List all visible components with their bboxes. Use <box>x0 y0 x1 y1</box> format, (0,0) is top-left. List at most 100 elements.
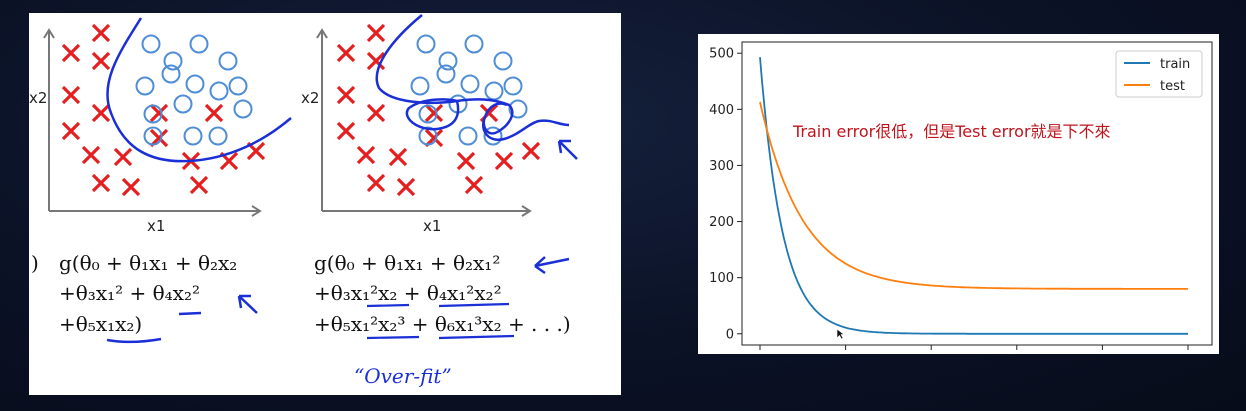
slide-image: x2 x1 x2 x1 ) g(θ₀ + θ₁x₁ + θ₂x₂ +θ₃x₁² … <box>29 13 621 395</box>
formula1-paren: ) <box>31 251 39 275</box>
plot2-circle-mark <box>436 64 456 84</box>
plot2-circle-mark <box>484 81 504 101</box>
formula2-line2: +θ₃x₁²x₂ + θ₄x₁²x₂² <box>314 281 502 305</box>
plot2-circle-mark <box>418 126 438 146</box>
y-tick-label: 300 <box>709 159 734 174</box>
plot1-cross-mark <box>61 85 81 105</box>
plot2-cross-mark <box>521 141 541 161</box>
plot1-circle-mark <box>143 104 163 124</box>
plot2-cross-mark <box>336 43 356 63</box>
plot2-cross-mark <box>366 23 386 43</box>
plot1-cross-mark <box>113 147 133 167</box>
plot1-cross-mark <box>81 145 101 165</box>
y-tick-label: 400 <box>709 103 734 118</box>
plot1-circle-mark <box>135 76 155 96</box>
plot2-circle-mark <box>460 74 480 94</box>
y-tick-label: 0 <box>726 327 734 342</box>
plot2-circle-mark <box>416 34 436 54</box>
plot2-cross-mark <box>456 151 476 171</box>
plot1-cross-mark <box>121 177 141 197</box>
plot2-y-label: x2 <box>301 89 319 107</box>
plot2-cross-mark <box>464 175 484 195</box>
plot2-circle-mark <box>410 76 430 96</box>
series-lines <box>759 57 1188 335</box>
plot2-axes <box>316 28 532 217</box>
plot1-cross-mark <box>91 23 111 43</box>
plot1-circle-mark <box>209 81 229 101</box>
plot1-marks <box>61 23 266 197</box>
y-axis: 0 100 200 300 400 500 <box>709 47 742 342</box>
y-tick-label: 100 <box>709 271 734 286</box>
formula1-line3: +θ₅x₁x₂) <box>59 312 142 336</box>
formula1-underline <box>106 337 162 344</box>
chart-annotation: Train error很低，但是Test error就是下不來 <box>792 122 1111 141</box>
plot1-cross-mark <box>91 173 111 193</box>
plot1-cross-mark <box>189 175 209 195</box>
formula1-arrow <box>237 294 258 314</box>
chart-panel: 0 100 200 300 400 500 train test Train error很… <box>698 34 1219 354</box>
legend: train test <box>1115 50 1203 98</box>
plot1-decision-boundary <box>106 17 292 163</box>
legend-label-train: train <box>1160 57 1190 72</box>
plot2-cross-mark <box>388 147 408 167</box>
series-line-train <box>759 57 1188 335</box>
plot1-x-label: x1 <box>147 217 165 235</box>
formula1-underline-2 <box>178 311 202 316</box>
plot2-decision-boundary <box>375 14 570 142</box>
plot1-circle-mark <box>183 126 203 146</box>
legend-label-test: test <box>1160 79 1185 94</box>
plot2-cross-mark <box>336 121 356 141</box>
plot1-circle-mark <box>173 94 193 114</box>
x-axis <box>759 345 1189 350</box>
plot1-cross-mark <box>149 128 169 148</box>
plot1-y-label: x2 <box>29 89 47 107</box>
plot1-cross-mark <box>91 103 111 123</box>
overfit-illustration: x2 x1 x2 x1 ) g(θ₀ + θ₁x₁ + θ₂x₂ +θ₃x₁² … <box>29 14 578 388</box>
plot2-x-label: x1 <box>423 217 441 235</box>
y-tick-label: 200 <box>709 215 734 230</box>
formula1-line2: +θ₃x₁² + θ₄x₂² <box>59 281 200 305</box>
plot1-circle-mark <box>185 74 205 94</box>
plot1-circle-mark <box>208 126 228 146</box>
plot2-cross-mark <box>356 145 376 165</box>
plot2-circle-mark <box>503 76 523 96</box>
formula2-underlines <box>366 302 515 340</box>
plot2-cross-mark <box>366 51 386 71</box>
overfit-handwriting: “Over-fit” <box>354 364 452 388</box>
plot2-cross-mark <box>396 177 416 197</box>
plot2-cross-mark <box>424 128 444 148</box>
plot1-circle-mark <box>228 76 248 96</box>
plot2-cross-mark <box>366 173 386 193</box>
series-line-test <box>759 101 1188 290</box>
plot1-cross-mark <box>149 103 169 123</box>
plot2-circle-mark <box>438 51 458 71</box>
plot1-circle-mark <box>189 34 209 54</box>
plot1-circle-mark <box>163 51 183 71</box>
plot2-circle-mark <box>464 34 484 54</box>
plot2-marks <box>336 23 541 197</box>
plot1-cross-mark <box>61 43 81 63</box>
plot1-circle-mark <box>218 51 238 71</box>
plot1-circle-mark <box>161 64 181 84</box>
formula2-line3: +θ₅x₁²x₂³ + θ₆x₁³x₂ + . . .) <box>314 312 571 336</box>
plot2-circle-mark <box>508 99 528 119</box>
mouse-cursor-icon <box>836 328 845 340</box>
plot1-axes <box>43 28 262 217</box>
plot1-circle-mark <box>233 99 253 119</box>
plot2-circle-mark <box>483 126 503 146</box>
plot2-circle-mark <box>493 51 513 71</box>
formula2-arrow <box>534 256 570 275</box>
plot2-cross-mark <box>366 103 386 123</box>
plot1-cross-mark <box>61 121 81 141</box>
formula1-line1: g(θ₀ + θ₁x₁ + θ₂x₂ <box>59 251 237 275</box>
loss-chart: 0 100 200 300 400 500 train test Train error很… <box>709 41 1213 350</box>
plot2-cross-mark <box>424 103 444 123</box>
plot2-cross-mark <box>336 85 356 105</box>
plot1-cross-mark <box>204 103 224 123</box>
plot2-circle-mark <box>458 126 478 146</box>
plot1-circle-mark <box>141 34 161 54</box>
plot2-cross-mark <box>494 151 514 171</box>
plot2-circle-mark <box>418 104 438 124</box>
y-tick-label: 500 <box>709 47 734 62</box>
plot1-cross-mark <box>91 51 111 71</box>
